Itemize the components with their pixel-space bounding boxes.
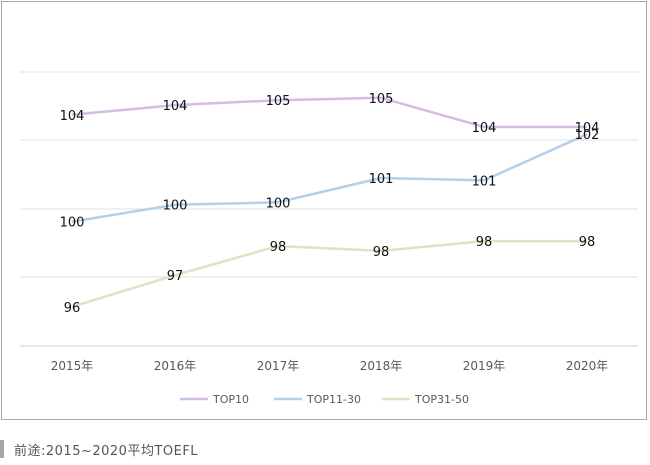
series-line [71, 96, 587, 129]
caption-marker [0, 440, 4, 458]
legend-label: TOP31-50 [414, 393, 469, 406]
series-line [71, 239, 587, 308]
chart-container: 2015年 2016年 2017年 2018年 2019年 2020年 104 104 105 1… [1, 1, 647, 420]
data-label: 104 [163, 99, 188, 114]
data-label: 104 [575, 121, 600, 136]
x-tick-label: 2017年 [257, 359, 300, 373]
data-label: 104 [472, 121, 497, 136]
series-line [71, 133, 588, 223]
data-label: 101 [472, 174, 497, 189]
caption-text: 前途:2015~2020平均TOEFL [14, 443, 199, 459]
data-label: 98 [476, 235, 493, 250]
data-label: 105 [266, 94, 291, 109]
data-label: 105 [369, 92, 394, 107]
data-label: 100 [60, 216, 85, 231]
data-label: 98 [579, 235, 596, 250]
data-label: 100 [266, 196, 291, 211]
data-label: 97 [167, 269, 184, 284]
x-tick-label: 2016年 [154, 359, 197, 373]
data-label: 98 [270, 240, 287, 255]
legend-label: TOP11-30 [306, 393, 361, 406]
x-tick-label: 2018年 [360, 359, 403, 373]
data-label: 98 [373, 245, 390, 260]
line-chart: 2015年 2016年 2017年 2018年 2019年 2020年 104 104 105 1… [20, 71, 638, 406]
figure-caption: 前途:2015~2020平均TOEFL [0, 436, 198, 462]
legend-label: TOP10 [212, 393, 249, 406]
data-label: 104 [60, 109, 85, 124]
data-label: 100 [163, 199, 188, 214]
data-label: 102 [575, 128, 600, 143]
x-tick-label: 2015年 [51, 359, 94, 373]
data-label: 96 [64, 301, 81, 316]
x-tick-label: 2019年 [463, 359, 506, 373]
data-label: 101 [369, 172, 394, 187]
x-tick-label: 2020年 [566, 359, 609, 373]
